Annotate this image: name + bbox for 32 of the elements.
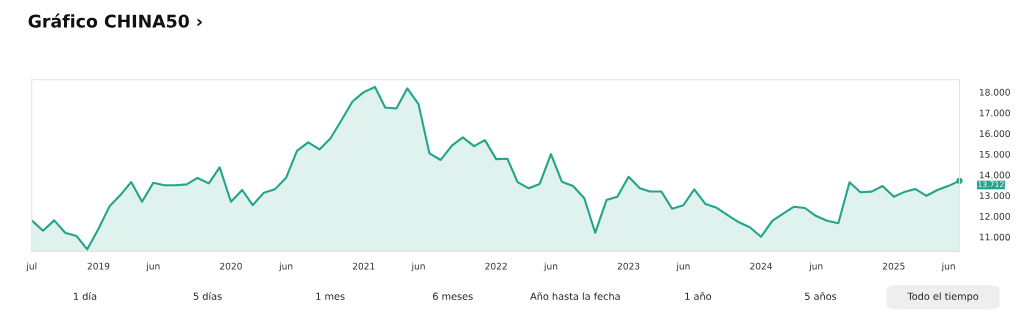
x-tick-label: jul (26, 262, 37, 272)
y-tick-label: 18.000 (979, 88, 1010, 96)
x-tick-label: 2025 (882, 262, 905, 270)
y-tick-label: 12.000 (979, 212, 1010, 220)
text: 6 meses (433, 292, 473, 300)
y-tick-label: 15.000 (979, 150, 1010, 158)
x-tick-label: jun (411, 262, 425, 272)
text: Todo el tiempo (907, 292, 979, 302)
text: 5 años (805, 292, 837, 300)
x-tick-label: 2019 (87, 262, 110, 270)
x-tick-label: jun (278, 262, 293, 272)
text: Año hasta la fecha (530, 292, 620, 300)
text: 1 día (74, 292, 97, 300)
y-tick-label: 16.000 (979, 130, 1010, 138)
text: 5 días (193, 292, 222, 300)
x-tick-label: jun (941, 262, 955, 272)
y-tick-label: 14.000 (979, 171, 1010, 179)
text: 1 año (685, 292, 712, 300)
x-tick-label: jun (676, 262, 690, 272)
y-tick-label: 11.000 (979, 233, 1010, 241)
x-tick-label: jun (809, 262, 823, 272)
y-tick-label: 13.000 (979, 192, 1010, 200)
y-tick-label: 17.000 (979, 109, 1010, 117)
x-tick-label: 2020 (220, 262, 242, 270)
x-tick-label: jun (146, 262, 160, 272)
x-tick-label: 2021 (352, 262, 375, 270)
text: 1 mes (316, 292, 345, 300)
x-tick-label: 2022 (485, 262, 507, 270)
x-tick-label: 2024 (750, 262, 772, 270)
x-tick-label: 2023 (617, 262, 640, 270)
chart-title: Gráfico CHINA50 › (28, 13, 202, 28)
x-tick-label: jun (543, 262, 558, 272)
